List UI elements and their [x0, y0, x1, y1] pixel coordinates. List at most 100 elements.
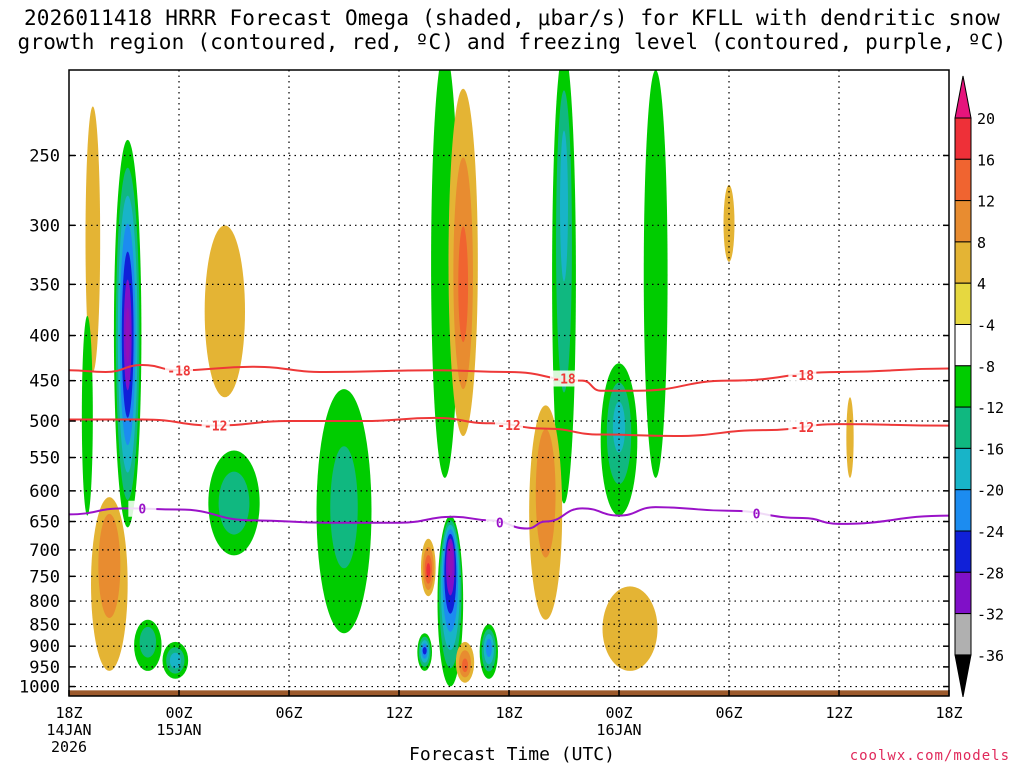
chart-title-line-2: growth region (contoured, red, ºC) and f…	[17, 30, 1007, 54]
colorbar-label-11: -28	[977, 564, 1004, 582]
omega-level-10-2	[458, 226, 469, 343]
site-credit: coolwx.com/models	[849, 748, 1010, 764]
x-tick-label-18-0: 12Z	[385, 704, 412, 722]
contour-label-bg-1-1	[495, 417, 523, 434]
x-tick-label-6-1: 15JAN	[156, 721, 201, 739]
colorbar-label-7: -12	[977, 399, 1004, 417]
y-tick-label-650: 650	[29, 513, 60, 533]
omega-cell-7	[162, 641, 189, 679]
omega-level-20-0	[643, 70, 668, 478]
colorbar-label-8: -16	[977, 440, 1004, 458]
omega-level-8-1	[330, 446, 358, 569]
x-tick-label-0-0: 18Z	[55, 704, 82, 722]
omega-cell-4	[204, 225, 245, 398]
contour-label-bg-2-2	[742, 505, 771, 522]
colorbar-label-9: -20	[977, 482, 1004, 500]
contour-label-bg-0-2	[788, 366, 817, 383]
omega-level-21-0	[723, 184, 735, 262]
omega-level-22-0	[846, 397, 854, 478]
temperature-contours: -18 -18 -18 -12 -12 -12 0 0 0	[69, 362, 949, 531]
x-tick-label-36-0: 06Z	[715, 704, 742, 722]
omega-cell-17	[529, 405, 563, 620]
colorbar-label-2: 12	[977, 193, 995, 211]
colorbar-label-1: 16	[977, 151, 995, 169]
colorbar-bin-5	[954, 324, 972, 367]
omega-level-13-4	[422, 646, 427, 655]
contour-label-2-1: 0	[496, 516, 504, 531]
colorbar-bin-4	[954, 282, 972, 326]
colorbar-bin-2	[954, 200, 972, 243]
y-tick-label-900: 900	[29, 637, 60, 657]
omega-level-4-0	[204, 225, 245, 398]
omega-level-5-1	[218, 471, 250, 535]
contour-label-bg-1-0	[201, 417, 230, 434]
omega-level-18-2	[612, 401, 626, 453]
contour-label-1-0: -12	[204, 420, 227, 435]
omega-level-2-0	[81, 315, 93, 516]
contour-label-bg-0-0	[165, 362, 193, 379]
omega-cell-1	[85, 106, 101, 373]
omega-cell-11	[437, 515, 464, 687]
omega-cell-21	[723, 184, 735, 262]
y-tick-label-750: 750	[29, 567, 60, 587]
colorbar-bin-10	[954, 530, 972, 573]
colorbar-bin-6	[954, 365, 972, 408]
y-tick-label-250: 250	[29, 146, 60, 166]
chart-title-line-1: 2026011418 HRRR Forecast Omega (shaded, …	[23, 6, 1001, 30]
omega-cell-0	[113, 139, 142, 528]
omega-cell-3	[91, 497, 128, 671]
x-tick-label-42-0: 12Z	[825, 704, 852, 722]
contour-line-m18-0	[69, 364, 949, 392]
contour-label-bg-2-0	[128, 500, 157, 517]
y-tick-label-300: 300	[29, 216, 60, 236]
omega-field	[81, 70, 854, 687]
chart-title: 2026011418 HRRR Forecast Omega (shaded, …	[0, 6, 1024, 54]
contour-label-1-2: -12	[791, 421, 814, 436]
omega-level-16-2	[560, 130, 568, 282]
contour-label-bg-0-1	[550, 370, 578, 387]
omega-level-7-2	[169, 652, 181, 669]
colorbar-label-3: 8	[977, 234, 986, 252]
omega-level-0-6	[125, 307, 130, 363]
omega-cell-14	[479, 624, 499, 679]
omega-level-6-1	[139, 626, 157, 658]
x-tick-label-12-0: 06Z	[275, 704, 302, 722]
colorbar-bin-13	[954, 613, 972, 656]
omega-level-17-1	[535, 428, 556, 558]
x-tick-label-0-2: 2026	[51, 738, 87, 756]
contour-label-bg-1-2	[788, 419, 817, 436]
y-tick-label-500: 500	[29, 412, 60, 432]
omega-level-14-3	[485, 638, 492, 658]
colorbar-bottom-arrow	[954, 654, 972, 697]
contour-label-0-2: -18	[791, 369, 815, 384]
x-tick-label-48-0: 18Z	[935, 704, 962, 722]
contour-label-bg-2-1	[485, 514, 514, 531]
omega-cell-8	[316, 389, 372, 634]
y-tick-label-450: 450	[29, 372, 60, 392]
colorbar-top-arrow	[954, 75, 972, 119]
omega-cell-6	[134, 619, 162, 671]
x-tick-label-0-1: 14JAN	[46, 721, 91, 739]
contour-label-1-1: -12	[497, 419, 520, 434]
omega-cell-16	[552, 70, 576, 504]
y-tick-label-550: 550	[29, 449, 60, 469]
colorbar-label-6: -8	[977, 358, 995, 376]
omega-level-15-2	[461, 658, 469, 673]
x-tick-label-30-1: 16JAN	[596, 721, 641, 739]
colorbar-bin-1	[954, 158, 972, 202]
omega-cell-15	[455, 641, 475, 683]
omega-cell-2	[81, 315, 93, 516]
colorbar: 20 16 12 8 4 -4 -8 -12 -16 -20 -24 -28 -32 -36	[954, 75, 1004, 697]
colorbar-label-13: -36	[977, 647, 1004, 665]
contour-label-0-0: -18	[167, 364, 191, 379]
omega-level-3-1	[98, 513, 121, 619]
omega-cell-10	[448, 88, 478, 437]
colorbar-label-0: 20	[977, 110, 995, 128]
x-tick-label-24-0: 18Z	[495, 704, 522, 722]
x-axis-title: Forecast Time (UTC)	[409, 744, 615, 765]
colorbar-bin-0	[954, 117, 972, 160]
omega-cell-13	[417, 633, 432, 671]
colorbar-bin-3	[954, 241, 972, 284]
y-tick-label-700: 700	[29, 541, 60, 561]
